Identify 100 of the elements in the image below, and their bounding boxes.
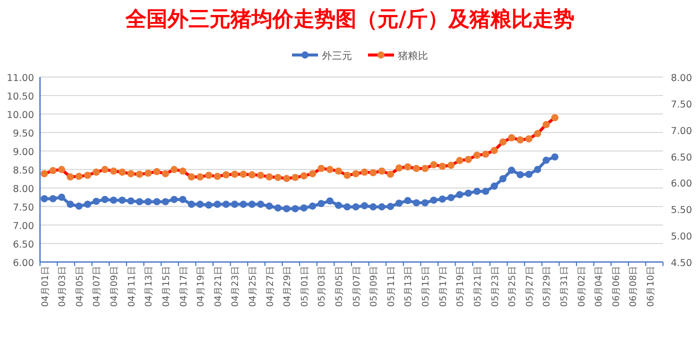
x-tick-label: 06月06日 <box>612 266 622 307</box>
point <box>196 200 204 208</box>
point <box>370 169 377 176</box>
x-tick-label: 04月11日 <box>127 266 138 307</box>
point <box>266 173 273 180</box>
point <box>464 190 472 197</box>
point <box>118 196 126 204</box>
point <box>110 196 118 204</box>
point <box>162 198 170 206</box>
point <box>274 204 282 212</box>
y-tick-label: 9.50 <box>12 128 34 140</box>
point <box>456 156 464 164</box>
point <box>75 172 83 180</box>
point <box>118 168 126 176</box>
x-tick-label: 06月10日 <box>646 266 657 307</box>
point <box>534 166 542 174</box>
point <box>378 167 386 175</box>
point <box>144 170 152 177</box>
y-tick-label: 6.50 <box>12 240 34 250</box>
point <box>92 168 100 176</box>
point <box>110 167 118 175</box>
point <box>292 205 299 212</box>
point <box>58 166 66 174</box>
point <box>283 205 290 212</box>
point <box>378 203 386 210</box>
x-tick-label: 05月23日 <box>490 266 501 307</box>
point <box>464 156 472 164</box>
point <box>136 198 144 206</box>
point <box>326 197 334 205</box>
point <box>344 172 351 179</box>
y2-tick-label: 5.00 <box>670 232 692 243</box>
point <box>326 166 334 174</box>
point <box>447 162 455 169</box>
y-tick-label: 10.50 <box>6 92 34 102</box>
x-tick-label: 04月19日 <box>196 266 207 307</box>
x-tick-label: 05月13日 <box>404 266 414 307</box>
x-tick-label: 05月21日 <box>473 266 484 307</box>
y2-tick-label: 4.50 <box>670 258 692 269</box>
legend-label: 猪粮比 <box>398 50 428 62</box>
point <box>421 164 429 172</box>
point <box>430 161 438 168</box>
point <box>205 201 212 209</box>
point <box>179 167 186 175</box>
point <box>179 196 186 204</box>
point <box>404 163 412 170</box>
point <box>386 202 394 210</box>
point <box>318 164 325 172</box>
x-tick-label: 05月09日 <box>370 266 380 307</box>
y2-tick-label: 5.50 <box>670 205 692 216</box>
x-tick-label: 04月23日 <box>231 266 242 307</box>
point <box>308 170 316 178</box>
point <box>360 202 368 210</box>
point <box>516 171 524 178</box>
point <box>231 170 238 178</box>
y-tick-label: 11.00 <box>6 73 34 84</box>
legend-label: 外三元 <box>322 51 352 62</box>
point <box>386 170 394 178</box>
x-tick-label: 05月17日 <box>438 266 449 307</box>
y2-tick-label: 6.00 <box>670 178 692 190</box>
point <box>248 200 256 208</box>
x-tick-label: 05月07日 <box>352 266 362 307</box>
y-tick-label: 8.50 <box>12 166 34 176</box>
point <box>240 200 247 208</box>
point <box>490 146 498 154</box>
x-tick-label: 05月31日 <box>560 266 570 307</box>
point <box>266 202 273 210</box>
y2-tick-label: 7.00 <box>670 126 692 137</box>
point <box>473 152 481 159</box>
point <box>334 167 342 175</box>
x-tick-label: 04月27日 <box>266 266 276 307</box>
point <box>101 166 108 174</box>
point <box>516 136 524 144</box>
point <box>482 150 490 158</box>
point <box>551 114 558 122</box>
point <box>360 168 368 176</box>
x-tick-label: 04月13日 <box>144 266 155 307</box>
x-tick-label: 04月07日 <box>92 266 103 307</box>
point <box>490 182 498 190</box>
point <box>438 196 446 203</box>
point <box>196 173 204 180</box>
point <box>447 194 455 202</box>
point <box>75 202 83 210</box>
x-tick-label: 04月09日 <box>110 266 120 307</box>
point <box>542 120 550 128</box>
point <box>482 188 490 195</box>
point <box>231 200 238 208</box>
point <box>352 170 360 178</box>
y2-tick-label: 6.50 <box>670 152 692 164</box>
point <box>92 198 100 205</box>
point <box>162 170 170 178</box>
point <box>170 196 178 204</box>
x-tick-label: 05月01日 <box>300 266 310 307</box>
point <box>127 170 134 178</box>
point <box>257 200 264 208</box>
x-tick-label: 04月29日 <box>283 266 294 307</box>
point <box>66 200 74 208</box>
point <box>456 191 464 198</box>
point <box>525 170 532 178</box>
point <box>525 135 532 142</box>
point <box>49 166 57 174</box>
